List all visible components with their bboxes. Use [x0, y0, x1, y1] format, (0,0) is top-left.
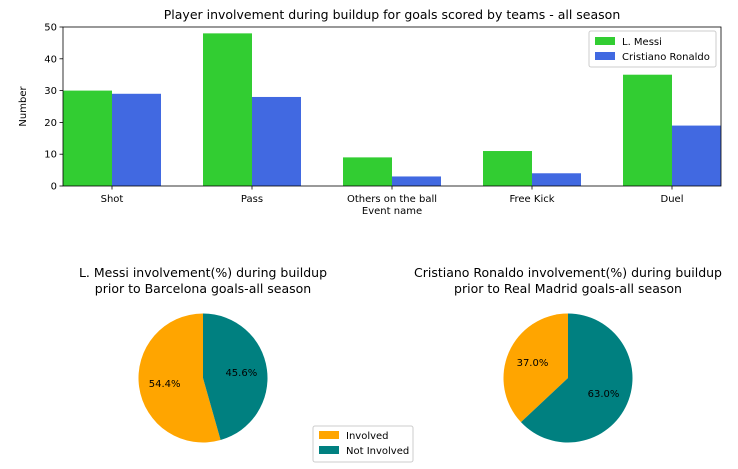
pie-title-messi: L. Messi involvement(%) during buildup	[79, 265, 327, 280]
bar-messi-0	[63, 90, 112, 186]
pie-chart-messi: L. Messi involvement(%) during builduppr…	[79, 265, 327, 443]
bar-legend-label: L. Messi	[622, 37, 662, 48]
pie-legend-swatch	[319, 431, 339, 439]
pie-pct-label-messi: 45.6%	[225, 368, 257, 379]
pie-pct-label-messi: 54.4%	[149, 379, 181, 390]
pie-legend: Involved Not Involved	[312, 425, 414, 463]
x-tick-label: Shot	[101, 194, 124, 205]
pie-slice-ronaldo-involved	[503, 313, 568, 423]
bar-legend-label: Cristiano Ronaldo	[622, 52, 710, 63]
y-tick-label: 30	[44, 86, 57, 97]
y-axis-label: Number	[18, 86, 29, 127]
x-tick-label: Duel	[661, 194, 684, 205]
bar-messi-2	[343, 157, 392, 186]
bar-ronaldo-4	[672, 125, 721, 186]
bar-messi-4	[623, 74, 672, 186]
pie-title-messi: prior to Barcelona goals-all season	[95, 281, 311, 296]
bar-legend-swatch	[595, 37, 615, 45]
x-tick-label: Pass	[241, 194, 263, 205]
pie-legend-swatch	[319, 446, 339, 454]
bar-ronaldo-0	[112, 93, 161, 186]
x-tick-label: Others on the ball	[347, 194, 437, 205]
x-tick-label: Free Kick	[509, 194, 554, 205]
bar-legend-swatch	[595, 52, 615, 60]
bar-chart: Player involvement during buildup for go…	[18, 7, 722, 217]
y-tick-label: 50	[44, 23, 57, 34]
bar-ronaldo-2	[392, 176, 441, 186]
bar-messi-1	[203, 33, 252, 186]
bar-chart-title: Player involvement during buildup for go…	[164, 7, 621, 22]
pie-slice-messi-involved	[138, 313, 221, 443]
pie-pct-label-ronaldo: 63.0%	[588, 389, 620, 400]
bar-legend: L. Messi Cristiano Ronaldo	[588, 30, 717, 68]
y-tick-label: 40	[44, 54, 57, 65]
pie-legend-label: Involved	[346, 431, 389, 442]
pie-legend-label: Not Involved	[346, 446, 409, 457]
x-axis-label: Event name	[362, 206, 422, 217]
pie-pct-label-ronaldo: 37.0%	[517, 358, 549, 369]
y-tick-label: 0	[51, 182, 57, 193]
y-tick-label: 10	[44, 150, 57, 161]
bar-legend-box	[588, 30, 717, 68]
pie-title-ronaldo: prior to Real Madrid goals-all season	[454, 281, 682, 296]
pie-title-ronaldo: Cristiano Ronaldo involvement(%) during …	[414, 265, 722, 280]
bar-messi-3	[483, 151, 532, 186]
bar-ronaldo-3	[532, 173, 581, 186]
y-tick-label: 20	[44, 118, 57, 129]
pie-slice-messi-not-involved	[203, 313, 268, 441]
pie-chart-ronaldo: Cristiano Ronaldo involvement(%) during …	[414, 265, 722, 443]
bar-ronaldo-1	[252, 96, 301, 186]
pie-slice-ronaldo-not-involved	[520, 313, 633, 443]
